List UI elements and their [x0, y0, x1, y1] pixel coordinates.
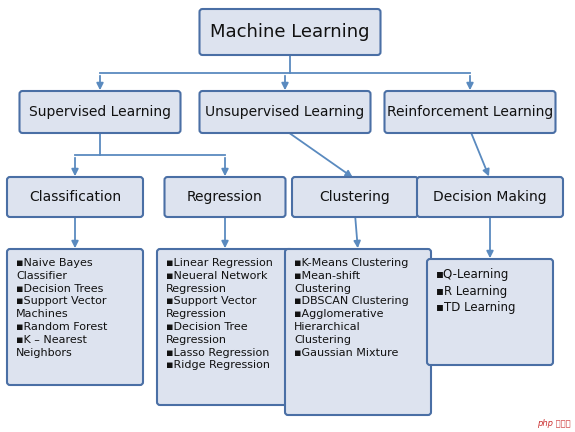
Text: Unsupervised Learning: Unsupervised Learning	[205, 105, 365, 119]
FancyBboxPatch shape	[7, 249, 143, 385]
FancyBboxPatch shape	[20, 91, 181, 133]
FancyBboxPatch shape	[200, 9, 381, 55]
Text: php 中文网: php 中文网	[538, 419, 571, 428]
FancyBboxPatch shape	[164, 177, 286, 217]
FancyBboxPatch shape	[7, 177, 143, 217]
Text: Clustering: Clustering	[320, 190, 390, 204]
Text: Reinforcement Learning: Reinforcement Learning	[387, 105, 553, 119]
FancyBboxPatch shape	[417, 177, 563, 217]
Text: Decision Making: Decision Making	[433, 190, 547, 204]
Text: Supervised Learning: Supervised Learning	[29, 105, 171, 119]
Text: ▪Naive Bayes
Classifier
▪Decision Trees
▪Support Vector
Machines
▪Random Forest
: ▪Naive Bayes Classifier ▪Decision Trees …	[16, 258, 108, 358]
Text: Regression: Regression	[187, 190, 263, 204]
FancyBboxPatch shape	[427, 259, 553, 365]
Text: ▪K-Means Clustering
▪Mean-shift
Clustering
▪DBSCAN Clustering
▪Agglomerative
Hie: ▪K-Means Clustering ▪Mean-shift Clusteri…	[294, 258, 409, 358]
Text: Machine Learning: Machine Learning	[210, 23, 370, 41]
FancyBboxPatch shape	[157, 249, 293, 405]
FancyBboxPatch shape	[285, 249, 431, 415]
Text: Classification: Classification	[29, 190, 121, 204]
FancyBboxPatch shape	[385, 91, 555, 133]
Text: ▪Linear Regression
▪Neueral Network
Regression
▪Support Vector
Regression
▪Decis: ▪Linear Regression ▪Neueral Network Regr…	[166, 258, 273, 370]
Text: ▪Q-Learning
▪R Learning
▪TD Learning: ▪Q-Learning ▪R Learning ▪TD Learning	[436, 268, 516, 314]
FancyBboxPatch shape	[292, 177, 418, 217]
FancyBboxPatch shape	[200, 91, 370, 133]
